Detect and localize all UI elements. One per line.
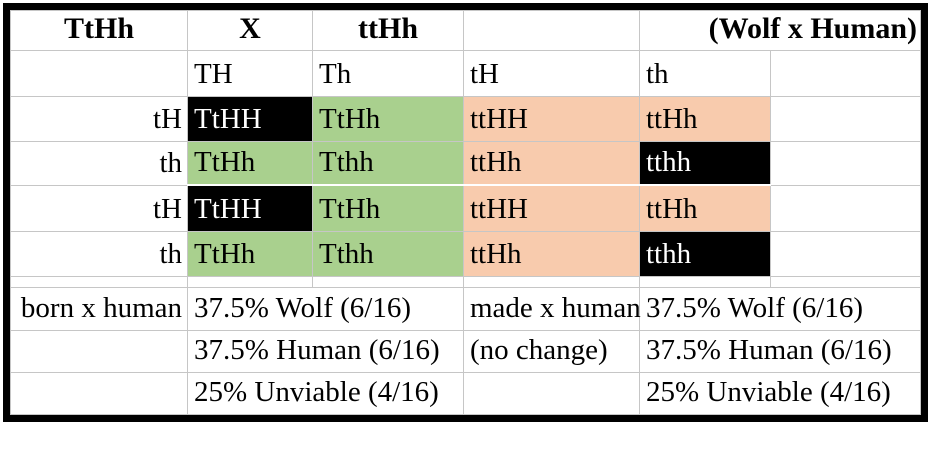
- empty-cell[interactable]: [10, 276, 188, 288]
- empty-cell[interactable]: [769, 231, 922, 277]
- cell-cross-note[interactable]: (Wolf x Human): [638, 10, 922, 51]
- cell-left-summary-label[interactable]: born x human: [10, 287, 188, 331]
- empty-cell[interactable]: [187, 276, 313, 288]
- cell-row-gamete-0[interactable]: tH: [10, 96, 188, 142]
- empty-cell[interactable]: [769, 184, 922, 232]
- cell-parent2-genotype[interactable]: ttHh: [312, 10, 464, 51]
- empty-cell[interactable]: [10, 372, 188, 415]
- cell-col-gamete-0[interactable]: TH: [187, 50, 313, 97]
- cell-left-summary-unviable[interactable]: 25% Unviable (4/16): [187, 372, 464, 415]
- cell-row-gamete-3[interactable]: th: [10, 231, 188, 277]
- offspring-row-2: tH TtHH TtHh ttHH ttHh: [10, 184, 922, 232]
- empty-cell[interactable]: [463, 276, 640, 288]
- cell-cross-symbol[interactable]: X: [187, 10, 313, 51]
- cell-parent1-genotype[interactable]: TtHh: [10, 10, 188, 51]
- offspring-cell-0-3[interactable]: ttHh: [639, 96, 771, 142]
- cell-right-summary-note[interactable]: (no change): [463, 330, 640, 373]
- empty-cell[interactable]: [769, 276, 922, 288]
- cell-right-summary-label[interactable]: made x human: [463, 287, 641, 331]
- summary-row-2: 37.5% Human (6/16) (no change) 37.5% Hum…: [10, 330, 922, 373]
- cell-row-gamete-1[interactable]: th: [10, 141, 188, 186]
- offspring-cell-3-1[interactable]: Tthh: [312, 231, 464, 277]
- summary-row-3: 25% Unviable (4/16) 25% Unviable (4/16): [10, 372, 922, 415]
- offspring-row-3: th TtHh Tthh ttHh tthh: [10, 231, 922, 277]
- cell-right-summary-wolf[interactable]: 37.5% Wolf (6/16): [638, 287, 922, 331]
- offspring-cell-0-1[interactable]: TtHh: [312, 96, 464, 142]
- offspring-cell-1-0[interactable]: TtHh: [187, 141, 313, 186]
- empty-cell[interactable]: [463, 10, 640, 51]
- cell-right-summary-unviable[interactable]: 25% Unviable (4/16): [638, 372, 922, 415]
- offspring-row-1: th TtHh Tthh ttHh tthh: [10, 141, 922, 186]
- worksheet-frame: TtHh X ttHh (Wolf x Human) TH Th tH th t…: [3, 3, 929, 422]
- empty-cell[interactable]: [769, 141, 922, 186]
- cell-col-gamete-2[interactable]: tH: [463, 50, 640, 97]
- summary-row-1: born x human 37.5% Wolf (6/16) made x hu…: [10, 287, 922, 331]
- offspring-cell-3-2[interactable]: ttHh: [463, 231, 640, 277]
- offspring-cell-2-1[interactable]: TtHh: [312, 184, 464, 232]
- empty-cell[interactable]: [769, 96, 922, 142]
- cell-col-gamete-3[interactable]: th: [639, 50, 771, 97]
- offspring-cell-3-3[interactable]: tthh: [639, 231, 771, 277]
- column-gametes-row: TH Th tH th: [10, 50, 922, 97]
- offspring-cell-1-1[interactable]: Tthh: [312, 141, 464, 186]
- offspring-cell-2-2[interactable]: ttHH: [463, 184, 640, 232]
- empty-cell[interactable]: [312, 276, 464, 288]
- empty-cell[interactable]: [639, 276, 771, 288]
- spacer-row: [10, 276, 922, 288]
- offspring-cell-2-3[interactable]: ttHh: [639, 184, 771, 232]
- offspring-cell-1-3[interactable]: tthh: [639, 141, 771, 186]
- cell-left-summary-wolf[interactable]: 37.5% Wolf (6/16): [187, 287, 464, 331]
- empty-cell[interactable]: [769, 50, 922, 97]
- offspring-cell-3-0[interactable]: TtHh: [187, 231, 313, 277]
- cell-right-summary-human[interactable]: 37.5% Human (6/16): [638, 330, 922, 373]
- offspring-cell-0-2[interactable]: ttHH: [463, 96, 640, 142]
- empty-cell[interactable]: [10, 330, 188, 373]
- offspring-cell-2-0[interactable]: TtHH: [187, 184, 313, 232]
- offspring-cell-0-0[interactable]: TtHH: [187, 96, 313, 142]
- cell-row-gamete-2[interactable]: tH: [10, 184, 188, 232]
- punnett-square-table: TtHh X ttHh (Wolf x Human) TH Th tH th t…: [10, 10, 922, 415]
- offspring-row-0: tH TtHH TtHh ttHH ttHh: [10, 96, 922, 142]
- empty-cell[interactable]: [463, 372, 640, 415]
- empty-cell[interactable]: [10, 50, 188, 97]
- offspring-cell-1-2[interactable]: ttHh: [463, 141, 640, 186]
- cell-left-summary-human[interactable]: 37.5% Human (6/16): [187, 330, 464, 373]
- cross-header-row: TtHh X ttHh (Wolf x Human): [10, 10, 922, 51]
- cell-col-gamete-1[interactable]: Th: [312, 50, 464, 97]
